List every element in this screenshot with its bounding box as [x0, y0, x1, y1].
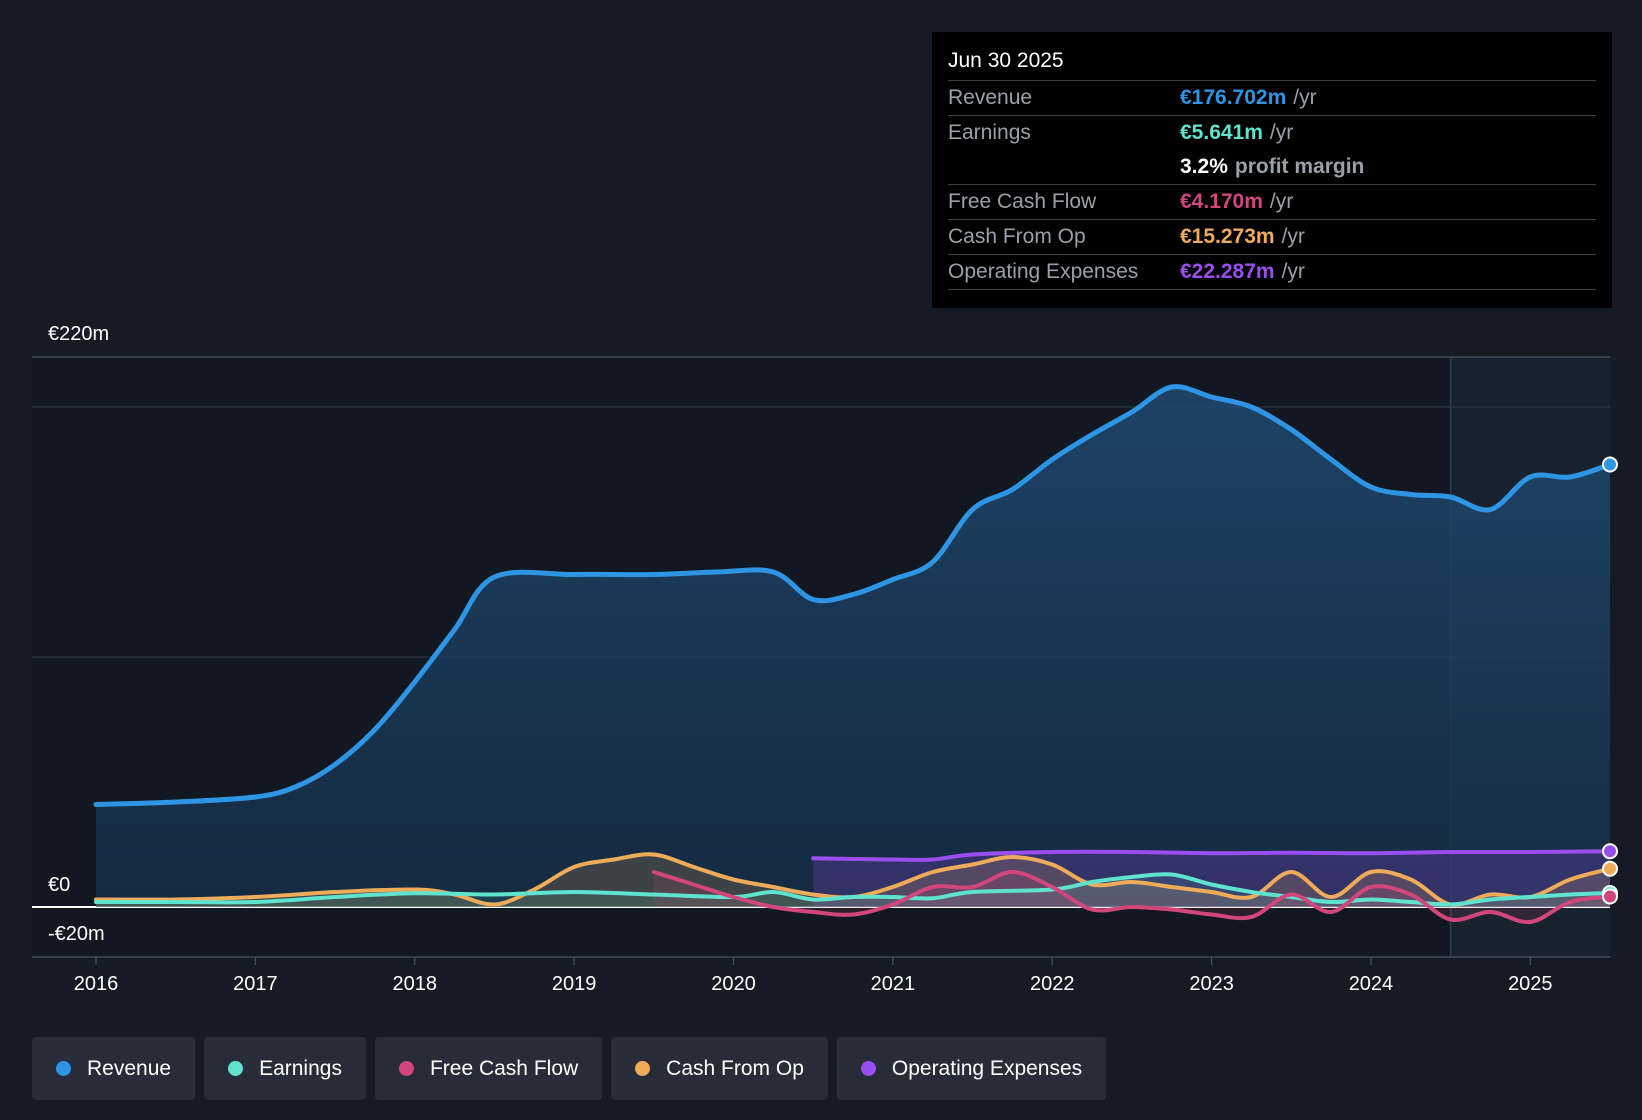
marker-cfo	[1602, 860, 1618, 877]
tooltip-row-opex: Operating Expenses €22.287m /yr	[948, 254, 1596, 289]
x-tick-label: 2022	[1030, 973, 1075, 995]
line-revenue	[93, 384, 1613, 807]
tooltip-row-revenue: Revenue €176.702m /yr	[948, 80, 1596, 115]
y-tick-label-top: €220m	[48, 323, 109, 345]
marker-revenue	[1602, 456, 1618, 473]
tooltip-label: Cash From Op	[948, 225, 1086, 248]
tooltip-label: Free Cash Flow	[948, 190, 1097, 213]
x-tick-label: 2016	[74, 973, 119, 995]
tooltip-label: Earnings	[948, 121, 1031, 144]
x-tick-label: 2024	[1349, 973, 1394, 995]
x-tick-label: 2017	[233, 973, 278, 995]
tooltip-row-earnings: Earnings €5.641m /yr	[948, 115, 1596, 150]
legend-item-revenue[interactable]: Revenue	[32, 1037, 196, 1100]
tooltip-row-profit-margin: 3.2% profit margin	[948, 150, 1596, 184]
line-earnings	[94, 872, 1612, 907]
marker-opex	[1602, 843, 1618, 860]
x-tick-label: 2019	[552, 973, 597, 995]
legend-item-cash-from-op[interactable]: Cash From Op	[611, 1037, 828, 1100]
tooltip-unit: /yr	[1281, 225, 1305, 248]
tooltip-value: €15.273m	[1180, 225, 1275, 248]
line-cfo	[94, 852, 1612, 907]
legend-dot-icon	[635, 1061, 651, 1076]
marker-fcf	[1602, 888, 1618, 905]
y-tick-label-negative: -€20m	[48, 923, 105, 945]
legend-dot-icon	[56, 1061, 71, 1076]
tooltip-value: €176.702m	[1180, 86, 1287, 109]
legend-dot-icon	[228, 1061, 244, 1076]
chart-legend: Revenue Earnings Free Cash Flow Cash Fro…	[32, 1037, 1107, 1100]
tooltip-unit: /yr	[1269, 121, 1294, 144]
line-opex	[811, 849, 1612, 862]
x-axis-ticks: 2016 2017 2018 2019 2020 2021 2022 2023 2024 2025	[74, 957, 1553, 995]
series-lines	[93, 384, 1613, 925]
x-tick-label: 2018	[392, 973, 437, 995]
tooltip-date: Jun 30 2025	[948, 49, 1064, 72]
x-tick-label: 2020	[711, 973, 756, 995]
legend-dot-icon	[398, 1061, 414, 1076]
end-markers	[1602, 456, 1618, 905]
tooltip-divider	[948, 289, 1596, 290]
legend-dot-icon	[860, 1061, 876, 1076]
legend-label: Earnings	[259, 1056, 342, 1080]
legend-label: Free Cash Flow	[429, 1056, 579, 1080]
tooltip-value: €5.641m	[1180, 121, 1263, 144]
tooltip-unit: /yr	[1281, 260, 1305, 283]
area-revenue	[96, 386, 1610, 907]
legend-label: Cash From Op	[666, 1056, 804, 1080]
legend-label: Operating Expenses	[891, 1056, 1083, 1080]
legend-item-earnings[interactable]: Earnings	[204, 1037, 366, 1100]
tooltip-unit: /yr	[1293, 86, 1317, 109]
legend-item-free-cash-flow[interactable]: Free Cash Flow	[374, 1037, 603, 1100]
tooltip-label: Revenue	[948, 86, 1033, 109]
tooltip-row-cfo: Cash From Op €15.273m /yr	[948, 219, 1596, 254]
y-tick-label-zero: €0	[48, 874, 70, 896]
tooltip-value: €22.287m	[1180, 260, 1275, 283]
tooltip-value: 3.2%	[1180, 155, 1228, 178]
legend-label: Revenue	[87, 1056, 172, 1080]
tooltip-label: Operating Expenses	[948, 260, 1139, 283]
tooltip-row-fcf: Free Cash Flow €4.170m /yr	[948, 184, 1596, 219]
line-fcf	[651, 870, 1612, 925]
x-tick-label: 2025	[1508, 973, 1553, 995]
x-tick-label: 2023	[1189, 973, 1234, 995]
x-tick-label: 2021	[871, 973, 916, 995]
data-tooltip: Jun 30 2025 Revenue €176.702m /yr Earnin…	[932, 32, 1612, 308]
tooltip-unit: profit margin	[1234, 155, 1365, 178]
tooltip-value: €4.170m	[1180, 190, 1263, 213]
legend-item-operating-expenses[interactable]: Operating Expenses	[836, 1037, 1107, 1100]
tooltip-unit: /yr	[1269, 190, 1294, 213]
